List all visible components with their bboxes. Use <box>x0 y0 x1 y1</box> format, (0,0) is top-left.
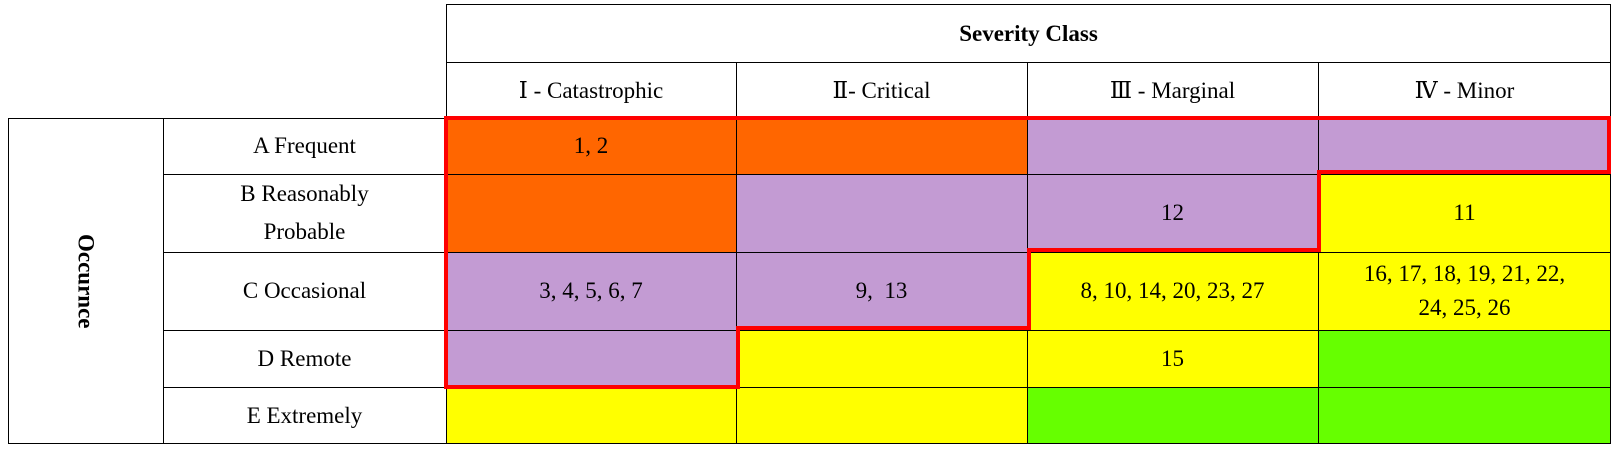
matrix-cell: 1, 2 <box>446 118 736 174</box>
risk-boundary-segment <box>1027 248 1321 252</box>
matrix-cell <box>736 118 1027 174</box>
risk-boundary-segment <box>1607 116 1611 174</box>
risk-boundary-segment <box>444 116 448 389</box>
risk-boundary-segment <box>444 385 740 389</box>
matrix-cell <box>1027 387 1318 444</box>
matrix-cell <box>1027 118 1318 174</box>
severity-class-critical: Ⅱ- Critical <box>832 77 931 103</box>
occurrence-level-reasonably-probable: B Reasonably Probable <box>163 174 446 252</box>
matrix-cell: 9, 13 <box>736 252 1027 330</box>
occurrence-level-occasional: C Occasional <box>242 278 367 303</box>
matrix-cell <box>736 387 1027 444</box>
matrix-cell <box>1318 118 1611 174</box>
risk-boundary-segment <box>1317 170 1321 252</box>
severity-class-marginal: Ⅲ - Marginal <box>1109 77 1236 103</box>
matrix-cell <box>446 330 736 387</box>
matrix-cell: 15 <box>1027 330 1318 387</box>
matrix-cell <box>1318 330 1611 387</box>
risk-boundary-segment <box>736 326 1031 330</box>
risk-boundary-segment <box>1027 248 1031 330</box>
occurrence-title-text: Occurnce <box>73 233 99 329</box>
risk-boundary-segment <box>736 326 740 389</box>
risk-boundary-segment <box>444 116 1611 120</box>
occurrence-level-frequent: A Frequent <box>253 133 356 158</box>
occurrence-level-extremely: E Extremely <box>246 402 363 428</box>
matrix-cell <box>446 387 736 444</box>
severity-class-catastrophic: Ⅰ - Catastrophic <box>518 77 664 103</box>
matrix-cell <box>1318 387 1611 444</box>
matrix-cell: 11 <box>1318 174 1611 252</box>
occurrence-level-reasonably-probable-line-2: Probable <box>263 219 346 244</box>
risk-boundary-segment <box>1317 170 1611 174</box>
matrix-cell: 12 <box>1027 174 1318 252</box>
severity-class-title: Severity Class <box>959 21 1098 46</box>
occurrence-level-reasonably-probable-line-1: B Reasonably <box>240 181 369 206</box>
matrix-cell: 8, 10, 14, 20, 23, 27 <box>1027 252 1318 330</box>
matrix-cell-line: 16, 17, 18, 19, 21, 22, <box>1363 261 1566 286</box>
occurrence-level-remote: D Remote <box>257 345 352 371</box>
matrix-cell: 3, 4, 5, 6, 7 <box>446 252 736 330</box>
occurrence-title: Occurnce <box>8 118 163 444</box>
matrix-cell <box>736 330 1027 387</box>
matrix-cell <box>736 174 1027 252</box>
matrix-cell: 16, 17, 18, 19, 21, 22, 24, 25, 26 <box>1318 252 1611 330</box>
matrix-cell <box>446 174 736 252</box>
matrix-cell-line: 24, 25, 26 <box>1418 295 1511 320</box>
severity-class-minor: Ⅳ - Minor <box>1414 77 1515 103</box>
